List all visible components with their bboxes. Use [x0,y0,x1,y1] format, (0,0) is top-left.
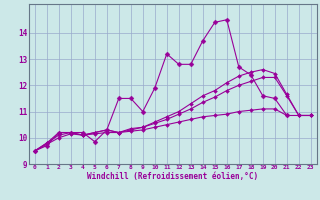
X-axis label: Windchill (Refroidissement éolien,°C): Windchill (Refroidissement éolien,°C) [87,172,258,181]
